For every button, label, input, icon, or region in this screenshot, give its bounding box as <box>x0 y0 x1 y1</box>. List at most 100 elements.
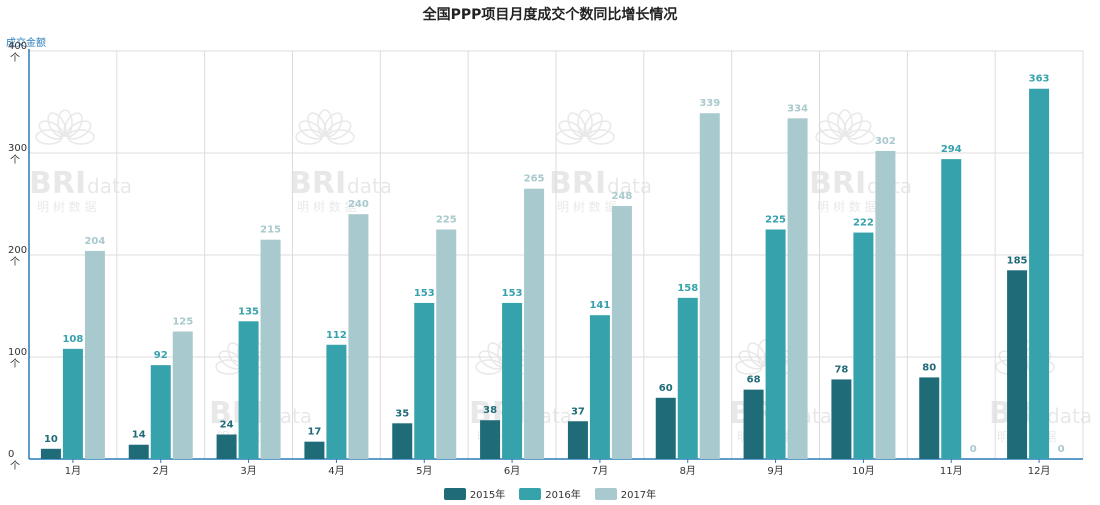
data-label: 339 <box>699 98 720 109</box>
bar[interactable] <box>589 315 610 459</box>
bar[interactable] <box>765 229 786 460</box>
bar[interactable] <box>62 348 83 459</box>
bar[interactable] <box>677 297 698 459</box>
legend-item[interactable]: 2015年 <box>443 486 506 501</box>
y-tick-label: 0 <box>8 449 14 460</box>
y-tick-label: 400 <box>8 41 27 52</box>
bar[interactable] <box>392 423 413 459</box>
legend-swatch <box>519 487 542 500</box>
svg-text:data: data <box>87 174 132 198</box>
bar[interactable] <box>699 113 720 459</box>
data-label: 294 <box>941 144 962 155</box>
svg-text:明 树 数 据: 明 树 数 据 <box>297 199 356 214</box>
data-label: 158 <box>677 283 698 294</box>
legend-item[interactable]: 2016年 <box>519 486 581 501</box>
bar[interactable] <box>84 250 105 459</box>
bar[interactable] <box>941 159 962 459</box>
bar[interactable] <box>150 365 171 459</box>
bar[interactable] <box>436 229 457 460</box>
svg-text:BRI: BRI <box>289 166 346 201</box>
bar[interactable] <box>611 206 632 459</box>
x-tick-label: 4月 <box>328 465 344 477</box>
legend-label: 2017年 <box>620 490 657 501</box>
svg-text:BRI: BRI <box>29 166 86 201</box>
legend-swatch <box>443 487 466 500</box>
y-tick-unit: 个 <box>10 460 20 472</box>
x-tick-label: 3月 <box>240 465 256 477</box>
data-label: 141 <box>589 300 610 311</box>
y-tick-label: 200 <box>8 245 27 256</box>
data-label: 112 <box>326 330 347 341</box>
data-label: 334 <box>787 103 808 114</box>
svg-text:data: data <box>1047 404 1092 428</box>
bar[interactable] <box>853 232 874 459</box>
bar[interactable] <box>567 421 588 459</box>
data-label: 248 <box>611 191 632 202</box>
bar[interactable] <box>260 239 281 459</box>
svg-text:BRI: BRI <box>549 166 606 201</box>
data-label: 215 <box>260 225 281 236</box>
data-label: 14 <box>132 430 146 441</box>
chart-title: 全国PPP项目月度成交个数同比增长情况 <box>422 7 678 23</box>
bar[interactable] <box>326 344 347 459</box>
x-tick-label: 11月 <box>940 465 963 477</box>
bar[interactable] <box>216 434 237 459</box>
bar[interactable] <box>40 448 61 459</box>
bar[interactable] <box>919 377 940 459</box>
data-label: 92 <box>154 350 168 361</box>
data-label: 240 <box>348 199 369 210</box>
data-label: 10 <box>44 434 58 445</box>
data-label: 153 <box>414 288 435 299</box>
y-tick-unit: 个 <box>10 256 20 268</box>
bar[interactable] <box>831 379 852 459</box>
data-label: 204 <box>84 236 105 247</box>
bar[interactable] <box>1007 270 1028 459</box>
x-tick-label: 1月 <box>65 465 81 477</box>
bar[interactable] <box>414 302 435 459</box>
bar[interactable] <box>304 441 325 459</box>
svg-text:BRI: BRI <box>809 166 866 201</box>
x-tick-label: 8月 <box>680 465 696 477</box>
bar[interactable] <box>128 444 149 459</box>
legend-swatch <box>594 487 617 500</box>
data-label: 265 <box>524 174 545 185</box>
bar[interactable] <box>787 118 808 459</box>
bar[interactable] <box>875 150 896 459</box>
data-label: 222 <box>853 218 874 229</box>
y-tick-unit: 个 <box>10 52 20 64</box>
bar[interactable] <box>743 389 764 459</box>
data-label: 225 <box>436 215 457 226</box>
bar[interactable] <box>172 331 193 460</box>
data-label: 78 <box>834 364 848 375</box>
x-tick-label: 5月 <box>416 465 432 477</box>
bar[interactable] <box>655 397 676 459</box>
bar[interactable] <box>1029 88 1050 460</box>
data-label: 60 <box>659 383 673 394</box>
x-tick-label: 10月 <box>852 465 875 477</box>
bar[interactable] <box>238 321 259 459</box>
legend-label: 2015年 <box>469 490 506 501</box>
data-label: 0 <box>970 444 977 455</box>
bar[interactable] <box>524 188 545 459</box>
y-tick-unit: 个 <box>10 358 20 370</box>
data-label: 185 <box>1007 255 1028 266</box>
legend-label: 2016年 <box>545 490 581 501</box>
data-label: 35 <box>395 408 409 419</box>
bar[interactable] <box>480 420 501 459</box>
y-tick-label: 300 <box>8 143 27 154</box>
svg-text:明 树 数 据: 明 树 数 据 <box>817 199 876 214</box>
x-tick-label: 7月 <box>592 465 608 477</box>
y-tick-unit: 个 <box>10 154 20 166</box>
y-axis-label: 成交金额 <box>6 38 46 49</box>
legend-item[interactable]: 2017年 <box>594 486 657 501</box>
bar[interactable] <box>348 214 369 459</box>
data-label: 135 <box>238 306 259 317</box>
data-label: 17 <box>307 427 321 438</box>
bar[interactable] <box>502 302 523 459</box>
y-tick-label: 100 <box>8 347 27 358</box>
